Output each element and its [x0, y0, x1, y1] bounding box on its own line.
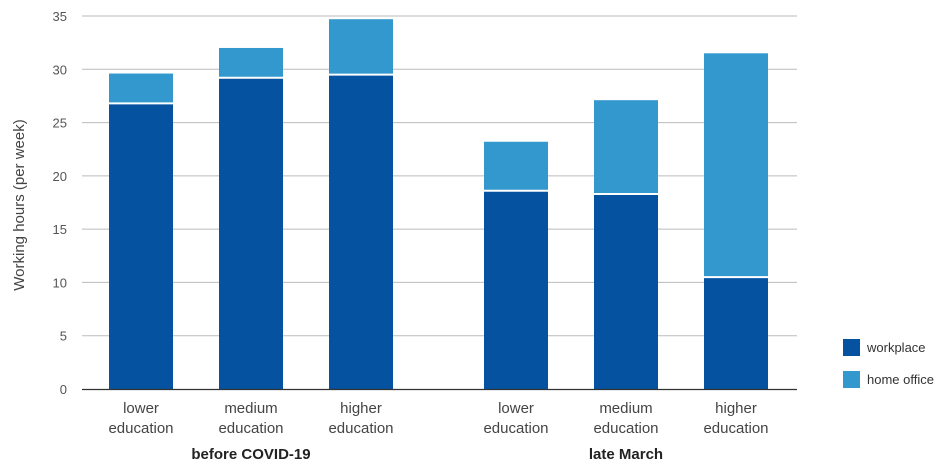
- bar-home-office: [484, 141, 548, 191]
- bar-workplace: [219, 77, 283, 389]
- y-tick-label: 10: [53, 275, 67, 290]
- y-tick-label: 35: [53, 9, 67, 24]
- bar-workplace: [704, 277, 768, 389]
- bar-workplace: [109, 103, 173, 389]
- y-axis-ticks: 0 5 10 15 20 25 30 35: [53, 9, 67, 397]
- x-tick-label: higher: [715, 400, 757, 417]
- bar-home-office: [109, 73, 173, 104]
- group-labels: before COVID-19 late March: [191, 446, 663, 463]
- x-tick-label: higher: [340, 400, 382, 417]
- legend-swatch: [843, 371, 860, 388]
- y-tick-label: 20: [53, 169, 67, 184]
- bar-home-office: [594, 100, 658, 194]
- y-tick-label: 25: [53, 116, 67, 131]
- bar-home-office: [219, 47, 283, 78]
- x-tick-label: medium: [599, 400, 652, 417]
- y-tick-label: 0: [60, 382, 67, 397]
- bar-home-office: [704, 53, 768, 278]
- gridlines: [82, 15, 797, 337]
- x-tick-label: lower: [498, 400, 534, 417]
- bar-workplace: [329, 74, 393, 389]
- y-tick-label: 5: [60, 329, 67, 344]
- x-tick-label: education: [218, 420, 283, 437]
- bar-workplace: [484, 190, 548, 389]
- y-axis-label: Working hours (per week): [11, 119, 28, 290]
- x-tick-label: lower: [123, 400, 159, 417]
- x-tick-label: education: [328, 420, 393, 437]
- x-tick-label: education: [703, 420, 768, 437]
- x-tick-label: education: [483, 420, 548, 437]
- category-labels: lower education medium education higher educa…: [108, 400, 768, 437]
- legend-label: home office: [867, 372, 934, 387]
- y-tick-label: 30: [53, 62, 67, 77]
- bar-home-office: [329, 19, 393, 75]
- x-tick-label: education: [108, 420, 173, 437]
- group-label: before COVID-19: [191, 446, 310, 463]
- legend-swatch: [843, 339, 860, 356]
- x-tick-label: education: [593, 420, 658, 437]
- legend-label: workplace: [866, 340, 926, 355]
- x-tick-label: medium: [224, 400, 277, 417]
- bar-workplace: [594, 193, 658, 389]
- bars: [109, 19, 768, 389]
- group-label: late March: [589, 446, 663, 463]
- y-tick-label: 15: [53, 222, 67, 237]
- legend: workplace home office: [843, 339, 934, 388]
